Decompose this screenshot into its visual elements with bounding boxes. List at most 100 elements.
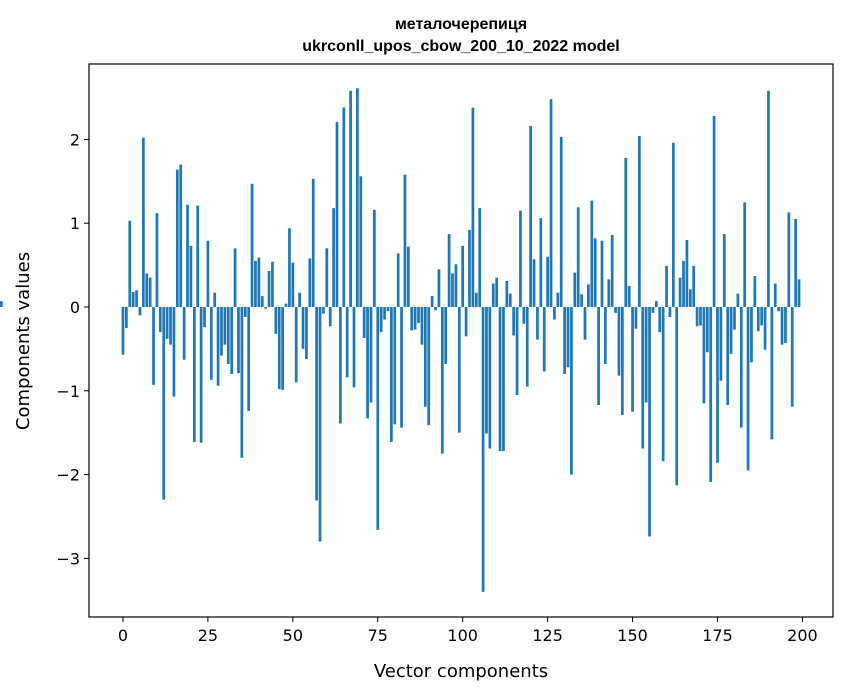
bar <box>576 207 580 307</box>
bar <box>379 306 383 333</box>
bar <box>427 306 431 426</box>
bar <box>434 306 437 311</box>
bar <box>332 208 335 307</box>
bar <box>138 306 142 316</box>
bar <box>305 306 308 359</box>
bar <box>498 306 502 452</box>
bar <box>508 293 512 307</box>
bar <box>267 270 271 307</box>
bar <box>345 306 349 378</box>
bar <box>226 306 230 364</box>
bar <box>671 142 675 307</box>
bar <box>308 258 312 307</box>
bar <box>247 306 251 411</box>
bar <box>165 306 169 339</box>
bar <box>529 126 532 307</box>
bar <box>590 200 594 307</box>
bar <box>237 306 240 374</box>
bar <box>770 306 774 440</box>
bar <box>627 286 631 307</box>
bar <box>420 306 424 345</box>
bar <box>400 306 403 428</box>
bar <box>726 306 730 406</box>
bar <box>179 164 183 307</box>
y-tick-label: −3 <box>56 549 80 568</box>
bar <box>750 306 753 363</box>
bar <box>366 306 369 419</box>
bar <box>277 306 281 390</box>
bar <box>220 306 223 356</box>
bar <box>478 208 482 307</box>
bar <box>447 234 451 307</box>
bar <box>661 306 665 462</box>
bar <box>369 306 373 403</box>
bar <box>580 294 583 307</box>
bar <box>288 228 291 307</box>
bar <box>162 306 166 500</box>
bar <box>186 204 189 307</box>
bar <box>182 306 186 360</box>
bar <box>291 262 295 307</box>
bar <box>349 90 352 307</box>
bar <box>362 306 366 338</box>
bar <box>131 291 135 307</box>
bar <box>335 121 339 307</box>
bar <box>553 306 556 320</box>
bar <box>135 290 138 307</box>
bar <box>515 306 519 395</box>
x-tick-label: 200 <box>787 626 818 645</box>
bar <box>539 218 543 307</box>
bar <box>525 306 529 387</box>
bar <box>352 306 356 388</box>
bar <box>209 306 213 380</box>
bar <box>777 306 780 312</box>
bar <box>522 306 526 324</box>
bar <box>780 306 784 345</box>
y-tick-label: 2 <box>70 130 80 149</box>
bar <box>189 245 193 307</box>
bar <box>512 306 516 336</box>
bar <box>423 306 427 407</box>
bar <box>233 248 237 307</box>
bar <box>284 303 288 307</box>
bar <box>376 306 380 530</box>
x-tick-label: 75 <box>368 626 388 645</box>
bar <box>665 265 668 307</box>
bar <box>648 306 651 537</box>
bar <box>699 306 702 326</box>
bar <box>206 240 210 307</box>
bar <box>631 306 634 412</box>
bar <box>719 306 723 381</box>
bar <box>566 306 570 368</box>
bar <box>610 234 614 307</box>
bar <box>271 261 274 307</box>
bar <box>573 272 577 307</box>
bar <box>257 257 261 307</box>
bar <box>722 234 726 307</box>
bar <box>668 306 672 318</box>
bar <box>0 301 3 307</box>
bar <box>607 279 611 307</box>
x-axis-label: Vector components <box>374 661 548 682</box>
bar <box>121 306 125 355</box>
x-tick-label: 125 <box>532 626 563 645</box>
chart-subtitle: ukrconll_upos_cbow_200_10_2022 model <box>302 38 619 55</box>
bar <box>403 174 407 307</box>
bar <box>712 115 716 307</box>
bar <box>556 292 560 307</box>
bar <box>128 220 132 307</box>
bar <box>454 264 458 307</box>
bars-group <box>0 88 801 592</box>
bar <box>148 277 152 307</box>
bar <box>444 306 448 364</box>
bar <box>311 178 315 307</box>
bar <box>675 306 679 486</box>
bar <box>491 283 495 307</box>
bar <box>495 277 499 307</box>
bar <box>386 306 390 312</box>
bar <box>158 306 162 333</box>
bar <box>519 210 522 307</box>
y-tick-label: −2 <box>56 466 80 485</box>
bar <box>587 284 590 307</box>
bar <box>254 260 257 307</box>
